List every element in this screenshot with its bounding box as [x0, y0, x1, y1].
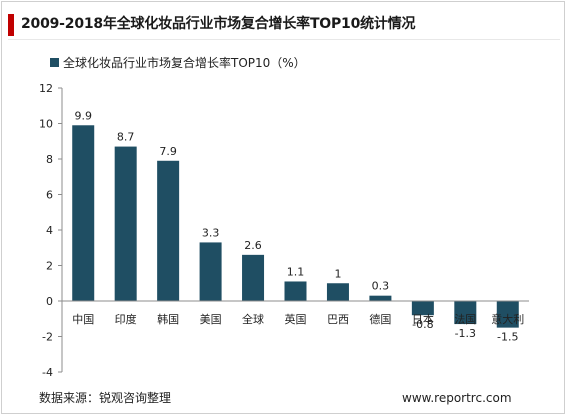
- bar: [326, 283, 349, 301]
- data-label: -1.5: [497, 331, 518, 344]
- chart-title: 2009-2018年全球化妆品行业市场复合增长率TOP10统计情况: [21, 16, 416, 32]
- y-tick-label: 2: [46, 260, 53, 273]
- bar: [157, 160, 180, 301]
- bar: [284, 281, 307, 301]
- bar: [242, 254, 265, 301]
- title-accent-bar: [8, 14, 14, 36]
- x-category-label: 德国: [369, 312, 391, 326]
- bar: [496, 301, 519, 328]
- y-tick-label: -2: [42, 331, 53, 344]
- legend-label: 全球化妆品行业市场复合增长率TOP10（%）: [63, 56, 306, 70]
- x-category-label: 巴西: [327, 313, 349, 326]
- data-label: 0.3: [372, 280, 390, 293]
- x-category-label: 美国: [200, 313, 222, 326]
- x-category-label: 印度: [115, 312, 137, 326]
- bar: [411, 301, 434, 316]
- data-label: 7.9: [159, 145, 177, 158]
- data-label: 2.6: [244, 239, 262, 252]
- data-label: 8.7: [117, 131, 135, 144]
- y-tick-label: 8: [46, 153, 53, 166]
- y-tick-label: 10: [39, 118, 53, 131]
- y-tick-label: 12: [39, 82, 53, 95]
- y-tick-label: -4: [42, 366, 53, 379]
- chart-legend: 全球化妆品行业市场复合增长率TOP10（%）: [50, 54, 306, 71]
- data-label: 1: [334, 267, 341, 280]
- data-label: 1.1: [287, 265, 305, 278]
- x-category-label: 法国: [454, 312, 476, 326]
- legend-swatch: [50, 58, 59, 67]
- x-category-label: 意大利: [491, 312, 524, 326]
- data-label: 9.9: [74, 109, 92, 122]
- website-url: www.reportrc.com: [402, 391, 512, 405]
- y-tick-label: 6: [46, 189, 53, 202]
- y-tick-label: 4: [46, 224, 53, 237]
- data-label: -0.8: [412, 318, 433, 331]
- data-label: -1.3: [455, 327, 476, 340]
- title-divider: [8, 39, 560, 40]
- bar: [72, 125, 95, 302]
- x-category-label: 日本: [412, 312, 434, 326]
- bar: [114, 146, 137, 301]
- bar: [199, 242, 222, 301]
- bar: [454, 301, 477, 325]
- x-category-label: 韩国: [157, 312, 179, 326]
- x-category-label: 全球: [242, 312, 264, 326]
- bar: [369, 295, 392, 301]
- x-category-label: 英国: [285, 312, 307, 326]
- data-source: 数据来源：锐观咨询整理: [39, 391, 172, 405]
- y-tick-label: 0: [46, 295, 53, 308]
- x-category-label: 中国: [72, 313, 94, 326]
- data-label: 3.3: [202, 226, 220, 239]
